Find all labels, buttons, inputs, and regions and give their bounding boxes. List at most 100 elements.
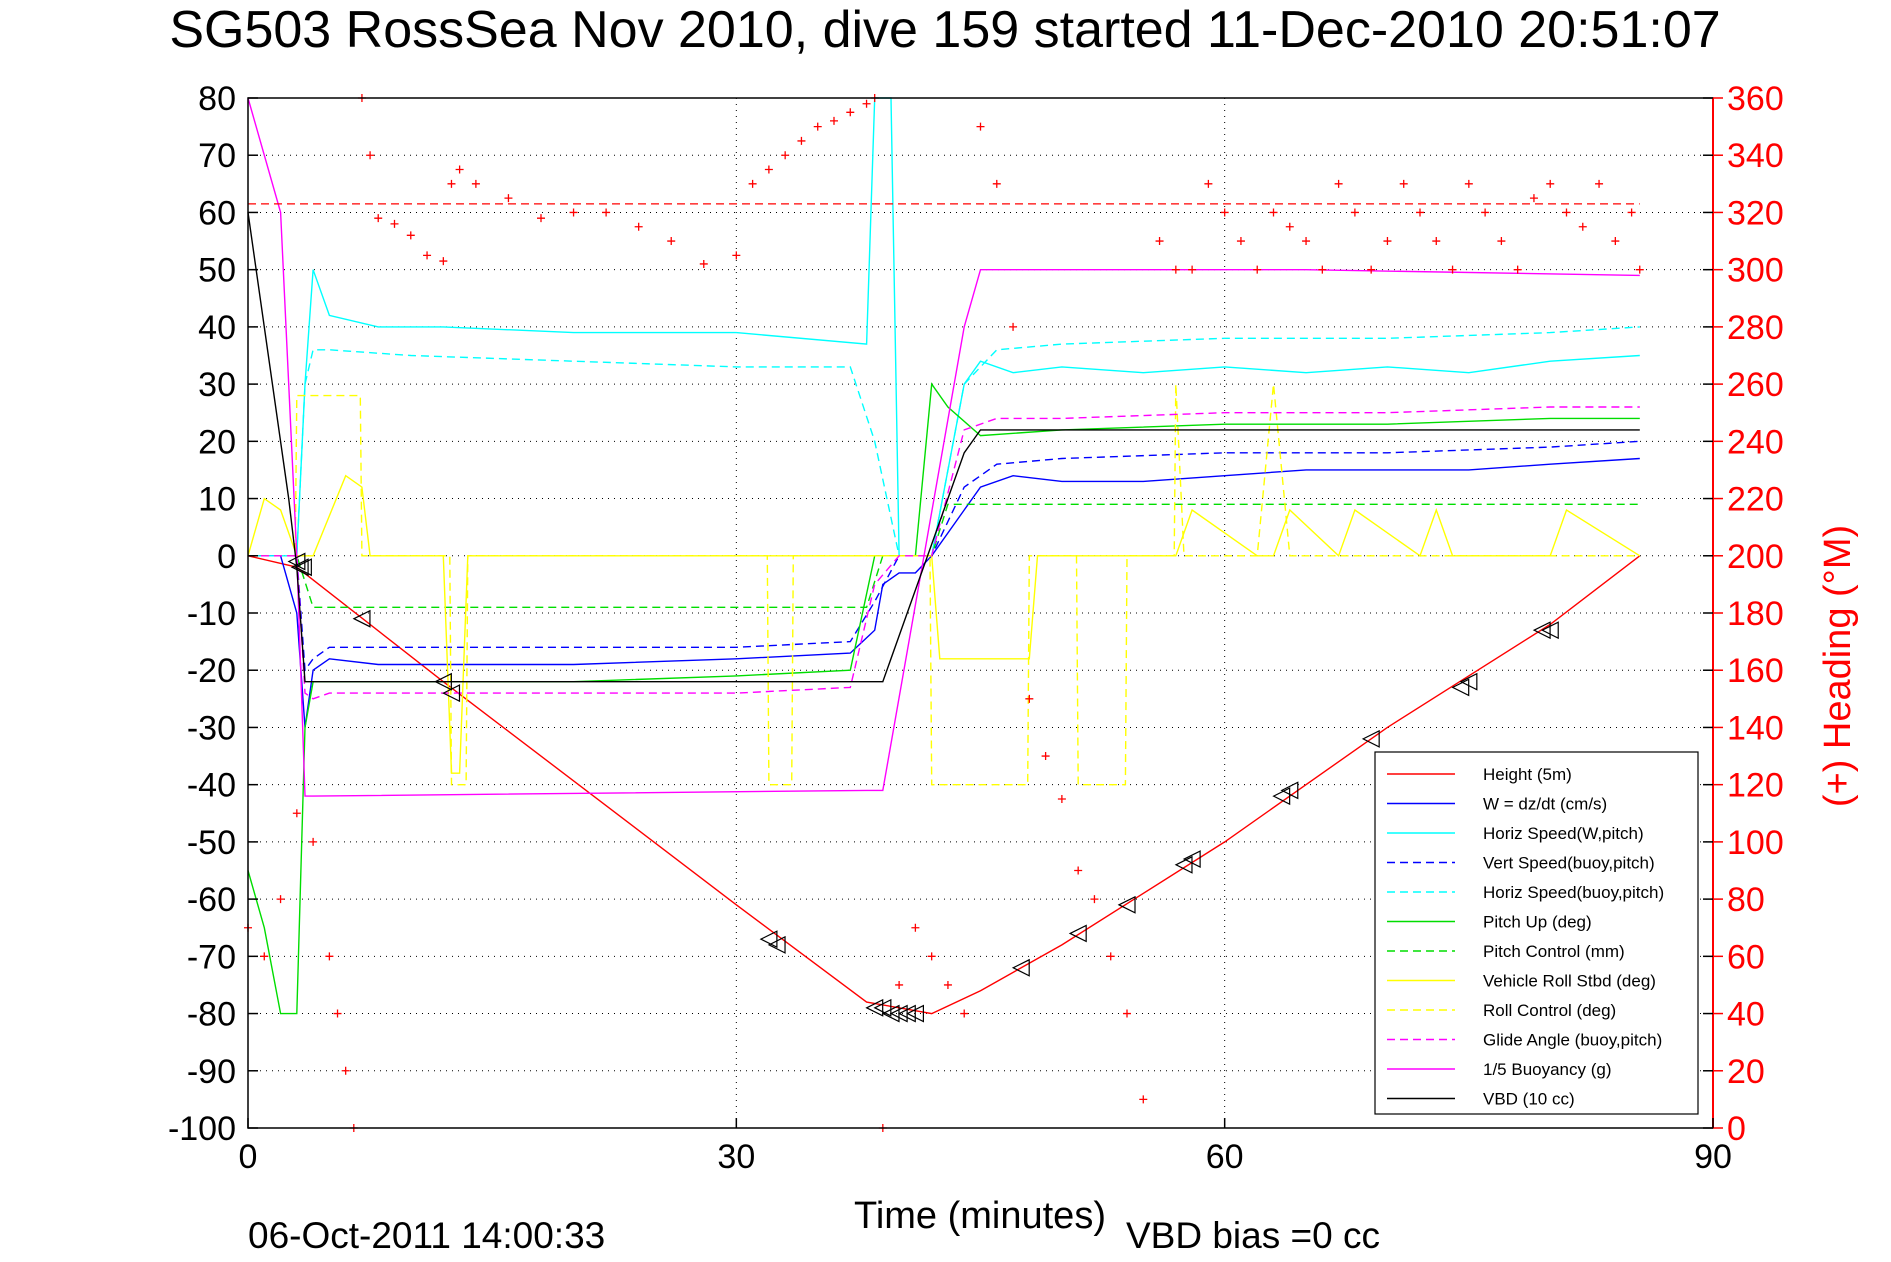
series-layer <box>247 97 1641 1015</box>
heading-point <box>325 952 334 961</box>
heading-point <box>1009 322 1018 331</box>
series-line-vbd <box>247 212 1640 683</box>
heading-point <box>1236 237 1245 246</box>
y2-tick-label: 100 <box>1727 824 1784 862</box>
heading-point <box>504 194 513 203</box>
chart-title: SG503 RossSea Nov 2010, dive 159 started… <box>169 1 1720 59</box>
y-tick-label: 30 <box>198 366 236 404</box>
y2-tick-label: 180 <box>1727 595 1784 633</box>
heading-point <box>1171 265 1180 274</box>
legend-label: Pitch Control (mm) <box>1483 942 1625 961</box>
heading-point <box>341 1066 350 1075</box>
heading-point <box>1318 265 1327 274</box>
left-axis-ticks: 80 70 60 50 40 30 20 10 0 -10 -20 -30 -40 -50 -60 -70 -8… <box>168 80 1713 1148</box>
heading-point <box>439 257 448 266</box>
heading-point <box>1123 1009 1131 1018</box>
heading-point <box>569 208 578 217</box>
heading-point <box>1025 694 1034 703</box>
triangle-marker <box>352 609 371 628</box>
heading-point <box>423 251 432 260</box>
y-tick-label: -80 <box>187 996 236 1034</box>
heading-point <box>1204 179 1213 188</box>
heading-point <box>1562 208 1571 217</box>
y2-tick-label: 0 <box>1727 1110 1746 1148</box>
legend-label: VBD (10 cc) <box>1483 1090 1575 1109</box>
heading-point <box>1399 179 1408 188</box>
heading-point <box>1635 265 1644 274</box>
triangle-marker <box>294 558 312 577</box>
y2-tick-label: 40 <box>1727 996 1765 1034</box>
y-tick-label: -40 <box>187 767 236 805</box>
y2-tick-label: 320 <box>1727 194 1784 232</box>
y2-tick-label: 80 <box>1727 881 1765 919</box>
y-tick-label: -20 <box>187 652 236 690</box>
y2-tick-label: 140 <box>1727 709 1784 747</box>
triangle-marker <box>1532 621 1551 640</box>
y-tick-label: -100 <box>168 1110 236 1148</box>
heading-point <box>390 219 399 228</box>
series-line-buoyancy <box>247 97 1640 797</box>
heading-point <box>1106 952 1115 961</box>
heading-point <box>471 179 480 188</box>
legend-box <box>1374 751 1699 1115</box>
y2-tick-label: 260 <box>1727 366 1784 404</box>
triangle-marker <box>767 935 786 954</box>
heading-point <box>1432 237 1441 246</box>
heading-point <box>1220 208 1229 217</box>
triangle-marker <box>906 1004 924 1023</box>
heading-point <box>960 1009 969 1018</box>
heading-point <box>1497 237 1506 246</box>
heading-point <box>455 165 464 174</box>
heading-point <box>667 237 676 246</box>
heading-point <box>895 980 904 989</box>
heading-point <box>1253 265 1262 274</box>
heading-point <box>1041 752 1050 761</box>
x-axis-ticks: 0 30 60 90 <box>239 1118 1732 1176</box>
triangle-marker <box>1068 924 1087 943</box>
heading-point <box>862 99 871 108</box>
heading-point <box>927 952 936 961</box>
series-line-horiz_w <box>248 97 1640 557</box>
y-tick-label: 70 <box>198 137 236 175</box>
heading-point <box>374 214 383 223</box>
y2-tick-label: 200 <box>1727 538 1784 576</box>
y-tick-label: -30 <box>187 709 236 747</box>
heading-point <box>1529 194 1538 203</box>
heading-point <box>1139 1095 1148 1104</box>
right-axis-ticks: 3603403203002802602402202001801601401201… <box>1713 80 1784 1148</box>
heading-point <box>260 952 269 961</box>
heading-point <box>333 1009 342 1018</box>
triangle-marker <box>1182 850 1201 869</box>
x-tick-label: 30 <box>717 1138 755 1176</box>
y-tick-label: 50 <box>198 252 236 290</box>
y-tick-label: -70 <box>187 938 236 976</box>
triangle-marker <box>1459 672 1478 691</box>
heading-point <box>366 151 375 160</box>
y2-tick-label: 280 <box>1727 309 1784 347</box>
heading-point <box>992 179 1001 188</box>
y2-tick-label: 240 <box>1727 423 1784 461</box>
heading-point <box>1188 265 1197 274</box>
heading-point <box>1334 179 1343 188</box>
heading-point <box>1090 895 1099 904</box>
heading-point <box>1627 208 1636 217</box>
heading-point <box>846 108 855 117</box>
legend-label: W = dz/dt (cm/s) <box>1483 795 1607 814</box>
y-tick-label: -10 <box>187 595 236 633</box>
y-tick-label: 20 <box>198 423 236 461</box>
y-tick-label: 10 <box>198 481 236 519</box>
y2-tick-label: 120 <box>1727 767 1784 805</box>
heading-point <box>911 923 920 932</box>
legend-label: Pitch Up (deg) <box>1483 913 1592 932</box>
triangle-marker <box>1117 895 1136 914</box>
heading-point <box>1367 265 1376 274</box>
x-tick-label: 90 <box>1694 1138 1732 1176</box>
y2-tick-label: 300 <box>1727 252 1784 290</box>
heading-point <box>1513 265 1522 274</box>
heading-point <box>537 214 545 223</box>
legend: Height (5m) W = dz/dt (cm/s) Horiz Speed(W… <box>1374 751 1699 1115</box>
legend-label: 1/5 Buoyancy (g) <box>1483 1060 1612 1079</box>
heading-point <box>1416 208 1424 217</box>
x-tick-label: 60 <box>1206 1138 1244 1176</box>
x-tick-label: 0 <box>239 1138 258 1176</box>
